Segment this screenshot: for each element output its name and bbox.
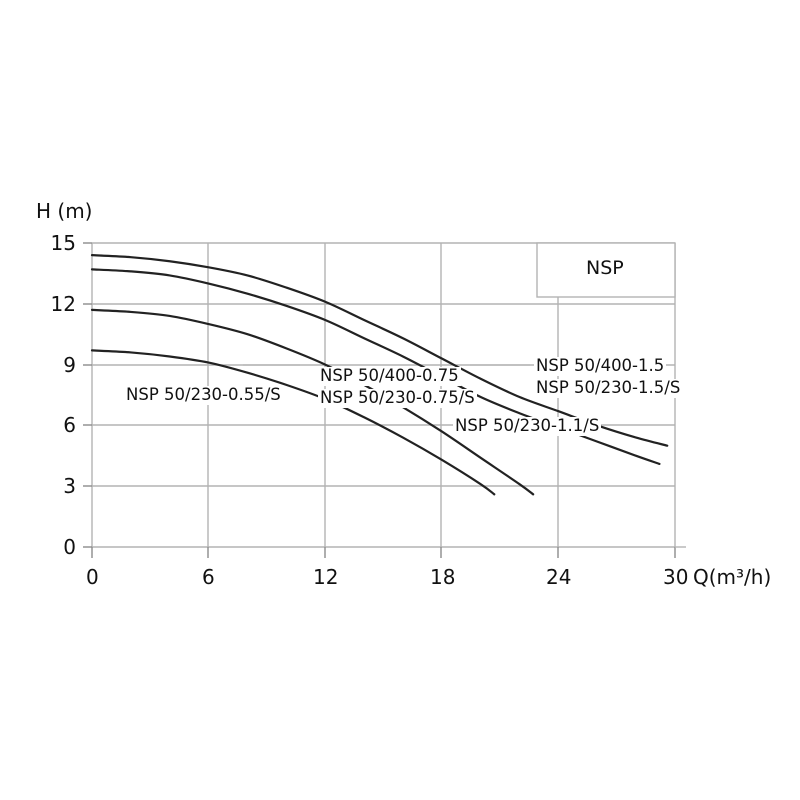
curve-label-nsp-50-230-0.75-s: NSP 50/230-0.75/S	[318, 388, 477, 408]
curve-label-nsp-50-230-1.5-s: NSP 50/230-1.5/S	[534, 378, 683, 398]
curve-label-nsp-50-230-1.1-s: NSP 50/230-1.1/S	[453, 416, 602, 436]
x-tick-12: 12	[313, 565, 339, 589]
y-tick-9: 9	[63, 353, 76, 377]
y-tick-3: 3	[63, 474, 76, 498]
curve-nsp-50-230-0-75-s	[90, 349, 496, 496]
y-tick-0: 0	[63, 535, 76, 559]
curve-label-nsp-50-400-0.75: NSP 50/400-0.75	[318, 366, 461, 386]
axis-ticks	[83, 242, 686, 558]
y-tick-12: 12	[50, 292, 76, 316]
curve-nsp-50-230-1-1-s	[90, 308, 535, 496]
y-tick-15: 15	[50, 231, 76, 255]
x-tick-30: 30	[663, 565, 689, 589]
y-tick-6: 6	[63, 413, 76, 437]
curve-label-nsp-50-400-1.5: NSP 50/400-1.5	[534, 356, 667, 376]
x-tick-18: 18	[430, 565, 456, 589]
x-axis-title: Q(m³/h)	[693, 565, 772, 589]
x-tick-24: 24	[546, 565, 572, 589]
x-tick-6: 6	[202, 565, 215, 589]
curve-label-nsp-50-230-0.55-s: NSP 50/230-0.55/S	[124, 385, 283, 405]
y-axis-title: H (m)	[36, 199, 93, 223]
x-tick-0: 0	[86, 565, 99, 589]
legend-title-nsp: NSP	[586, 257, 624, 279]
